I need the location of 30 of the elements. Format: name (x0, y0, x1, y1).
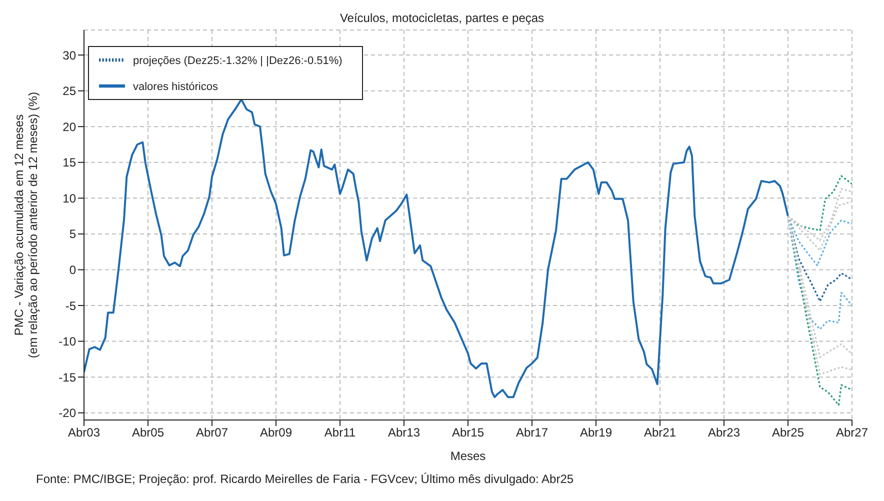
x-tick-label: Abr15 (452, 426, 484, 440)
chart-title: Veículos, motocicletas, partes e peças (340, 11, 544, 25)
x-tick-label: Abr27 (836, 426, 868, 440)
x-tick-label: Abr19 (580, 426, 612, 440)
x-tick-label: Abr21 (644, 426, 676, 440)
y-tick-label: 15 (62, 156, 76, 170)
y-tick-label: -10 (58, 334, 76, 349)
y-tick-label: 5 (69, 227, 76, 242)
x-tick-label: Abr03 (68, 426, 100, 440)
x-tick-label: Abr25 (772, 426, 804, 440)
legend-label: projeções (Dez25:-1.32% | |Dez26:-0.51%) (133, 55, 342, 68)
y-axis-title: PMC - Variação acumulada em 12 meses (em relação ao período anterior de 12 meses) (%) (12, 92, 40, 358)
y-tick-label: 30 (62, 48, 76, 62)
x-tick-label: Abr05 (132, 426, 164, 440)
y-tick-label: 10 (62, 191, 76, 206)
y-tick-label: 0 (69, 262, 76, 277)
x-tick-label: Abr07 (196, 426, 228, 440)
y-tick-label: -5 (65, 298, 76, 313)
x-tick-label: Abr17 (516, 426, 548, 440)
y-tick-label: -20 (58, 406, 76, 420)
x-axis-title: Meses (450, 449, 486, 463)
y-tick-label: 20 (62, 120, 76, 134)
x-tick-label: Abr23 (708, 426, 740, 440)
x-tick-label: Abr09 (260, 426, 292, 440)
source-note: Fonte: PMC/IBGE; Projeção: prof. Ricardo Meirelles de Faria - FGVcev; Último mês divulgado: Abr25 (35, 472, 575, 486)
legend-label: valores históricos (133, 81, 218, 94)
x-tick-label: Abr11 (324, 426, 356, 440)
y-tick-label: -15 (58, 370, 76, 384)
y-tick-label: 25 (62, 84, 76, 98)
x-tick-label: Abr13 (388, 426, 420, 440)
